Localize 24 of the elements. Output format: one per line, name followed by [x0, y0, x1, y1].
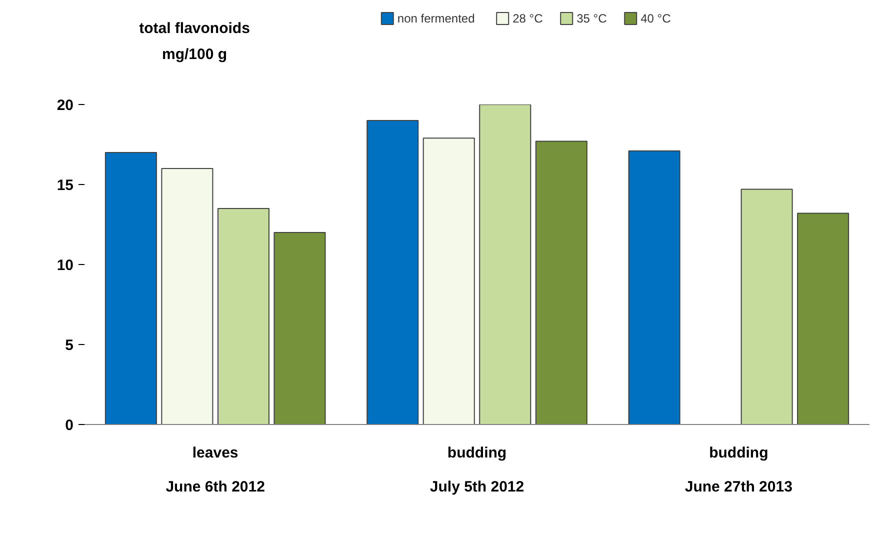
- legend-label: 35 °C: [576, 12, 608, 26]
- bar: [366, 120, 419, 424]
- y-tick-label: 5: [65, 337, 74, 354]
- bar: [422, 138, 475, 424]
- y-tick-label: 15: [56, 177, 74, 194]
- legend-label: non fermented: [397, 12, 475, 26]
- y-tick-label: 0: [65, 417, 74, 434]
- y-tick-label: 20: [56, 97, 74, 114]
- bar: [535, 140, 588, 424]
- bar: [797, 212, 850, 424]
- x-tick-label: budding June 27th 2013: [684, 444, 792, 496]
- bar: [740, 188, 793, 424]
- x-tick-label: leaves June 6th 2012: [166, 444, 265, 496]
- bar: [217, 208, 270, 424]
- bar: [479, 104, 532, 424]
- legend-label: 40 °C: [640, 12, 672, 26]
- bar: [628, 150, 680, 424]
- y-axis-title: total flavonoids mg/100 g: [139, 20, 250, 63]
- x-tick-label: budding July 5th 2012: [430, 444, 524, 496]
- bar: [161, 168, 214, 424]
- bar: [104, 152, 157, 424]
- y-tick-label: 10: [56, 257, 74, 274]
- bar: [274, 232, 326, 424]
- legend-label: 28 °C: [512, 12, 544, 26]
